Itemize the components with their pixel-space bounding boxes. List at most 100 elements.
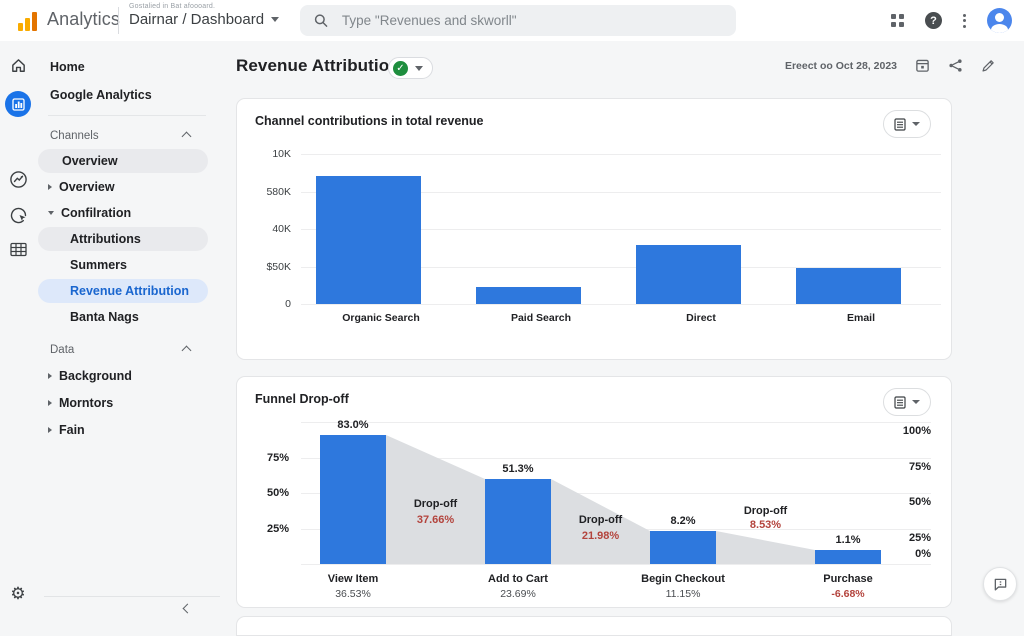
chevron-up-icon xyxy=(181,345,192,356)
sidebar-item[interactable]: Fain xyxy=(36,416,212,443)
sidebar-item[interactable]: Attributions xyxy=(38,227,208,251)
bar-email[interactable] xyxy=(796,268,901,304)
sidebar-item[interactable]: Background xyxy=(36,362,212,389)
advertising-icon[interactable] xyxy=(0,206,36,225)
help-icon[interactable]: ? xyxy=(925,12,942,29)
y-axis-tick-label-left: 25% xyxy=(266,522,289,535)
sidebar-item-active[interactable]: Revenue Attribution xyxy=(38,279,208,303)
y-axis-tick-label: 10K xyxy=(272,148,291,160)
x-axis-category-label: Direct xyxy=(686,312,716,324)
gridline xyxy=(301,229,941,230)
home-icon[interactable] xyxy=(0,57,36,73)
icon-rail: ⚙ xyxy=(0,41,36,623)
x-axis-category-label: Paid Search xyxy=(510,312,572,324)
chevron-right-icon xyxy=(48,399,52,406)
sidebar-item[interactable]: Google Analytics xyxy=(50,88,152,102)
divider xyxy=(118,7,119,34)
x-axis-category-label: Organic Search xyxy=(342,312,420,324)
feedback-button[interactable] xyxy=(983,567,1017,601)
dropoff-label: Drop-off xyxy=(743,505,788,517)
calendar-icon[interactable] xyxy=(915,58,930,73)
funnel-chart: 100% 75% 50% 25% 0% 75% 50% 25% 83.0% View Item 36… xyxy=(237,377,951,607)
sidebar-item[interactable]: Confilration xyxy=(36,200,212,226)
stage-sub-value: 11.15% xyxy=(665,588,701,600)
chart-type-toggle-button[interactable] xyxy=(883,110,931,138)
sidebar-nav: Home Google Analytics Channels Overview Over… xyxy=(36,41,220,623)
divider xyxy=(48,115,206,116)
card-title: Funnel Drop-off xyxy=(255,392,349,406)
property-switcher[interactable]: Gostalied in Bat afoooard. Dairnar / Das… xyxy=(129,3,280,28)
apps-grid-icon[interactable] xyxy=(891,14,904,27)
gridline xyxy=(301,154,941,155)
stage-label: Add to Cart xyxy=(488,573,548,585)
table-view-icon xyxy=(894,395,906,409)
sidebar-item-label: Morntors xyxy=(59,395,114,410)
chevron-down-icon xyxy=(912,122,920,126)
search-input[interactable] xyxy=(339,12,722,29)
sidebar-item[interactable]: Banta Nags xyxy=(70,310,139,324)
property-subtitle: Gostalied in Bat afoooard. xyxy=(129,3,216,10)
analytics-logo-icon[interactable] xyxy=(18,9,37,31)
sidebar-item[interactable]: Overview xyxy=(36,174,212,200)
bar-purchase[interactable] xyxy=(815,550,881,564)
x-axis-category-label: Email xyxy=(846,312,875,324)
stage-sub-value: 36.53% xyxy=(335,588,371,600)
bar-paid-search[interactable] xyxy=(476,287,581,304)
sidebar-section-header[interactable]: Data xyxy=(36,338,212,362)
y-axis-tick-label-right: 25% xyxy=(908,531,931,544)
stage-sub-value: 23.69% xyxy=(500,588,536,600)
stage-label: View Item xyxy=(327,573,379,585)
y-axis-tick-label-right: 75% xyxy=(908,460,931,473)
sidebar-item-label: Overview xyxy=(59,180,115,194)
y-axis-tick-label-right: 100% xyxy=(902,425,931,437)
library-icon[interactable] xyxy=(0,242,36,257)
card-funnel-dropoff: Funnel Drop-off 100% 75% 50% 25% 0% 75% 50% 25%… xyxy=(236,376,952,608)
chevron-down-icon xyxy=(48,211,54,215)
edit-pencil-icon[interactable] xyxy=(981,58,996,73)
sidebar-item-label: Background xyxy=(59,368,132,383)
top-app-bar: Analytics Gostalied in Bat afoooard. Dai… xyxy=(0,0,1024,41)
explore-icon[interactable] xyxy=(0,170,36,189)
bar-value-label: 51.3% xyxy=(502,463,534,475)
bar-organic-search[interactable] xyxy=(316,176,421,304)
page-title: Revenue Attribution xyxy=(236,56,400,75)
chart-type-toggle-button[interactable] xyxy=(883,388,931,416)
brand-name: Analytics xyxy=(47,9,120,29)
bar-chart: 10K 580K 40K $50K 0 Organic Search Paid Search… xyxy=(237,99,951,359)
card-next-partial xyxy=(236,616,952,636)
bar-direct[interactable] xyxy=(636,245,741,304)
share-icon[interactable] xyxy=(948,58,963,73)
bar-begin-checkout[interactable] xyxy=(650,531,716,564)
divider xyxy=(44,596,220,597)
table-view-icon xyxy=(894,117,906,131)
search-bar[interactable] xyxy=(300,5,736,36)
sidebar-section-header[interactable]: Channels xyxy=(36,124,212,148)
property-name: Dairnar / Dashboard xyxy=(129,11,265,28)
bar-value-label: 1.1% xyxy=(835,534,861,546)
sidebar-item[interactable]: Overview xyxy=(38,149,208,173)
bar-add-to-cart[interactable] xyxy=(485,479,551,564)
y-axis-tick-label-left: 75% xyxy=(266,451,289,464)
sidebar-item-label: Fain xyxy=(59,422,85,437)
check-icon: ✓ xyxy=(393,60,408,76)
sidebar-item[interactable]: Morntors xyxy=(36,389,212,416)
status-badge[interactable]: ✓ xyxy=(388,57,433,79)
bar-value-label: 83.0% xyxy=(337,419,369,431)
sidebar-item[interactable]: Summers xyxy=(70,258,127,272)
dropoff-value: 37.66% xyxy=(416,514,455,526)
gridline xyxy=(301,493,931,494)
y-axis-tick-label-right: 50% xyxy=(908,496,931,508)
more-vertical-icon[interactable] xyxy=(963,13,966,28)
sidebar-item[interactable]: Home xyxy=(50,60,85,74)
bar-view-item[interactable] xyxy=(320,435,386,564)
collapse-sidebar-icon[interactable] xyxy=(180,601,194,615)
reports-icon[interactable] xyxy=(0,91,36,117)
avatar[interactable] xyxy=(987,8,1012,33)
gridline xyxy=(301,422,931,423)
dropoff-value: 8.53% xyxy=(749,519,782,531)
y-axis-tick-label-right: 0% xyxy=(915,548,931,560)
card-channel-contributions: Channel contributions in total revenue 1… xyxy=(236,98,952,360)
dropoff-value: 21.98% xyxy=(581,530,620,542)
y-axis-tick-label: $50K xyxy=(266,260,291,273)
settings-gear-icon[interactable]: ⚙ xyxy=(10,584,26,603)
